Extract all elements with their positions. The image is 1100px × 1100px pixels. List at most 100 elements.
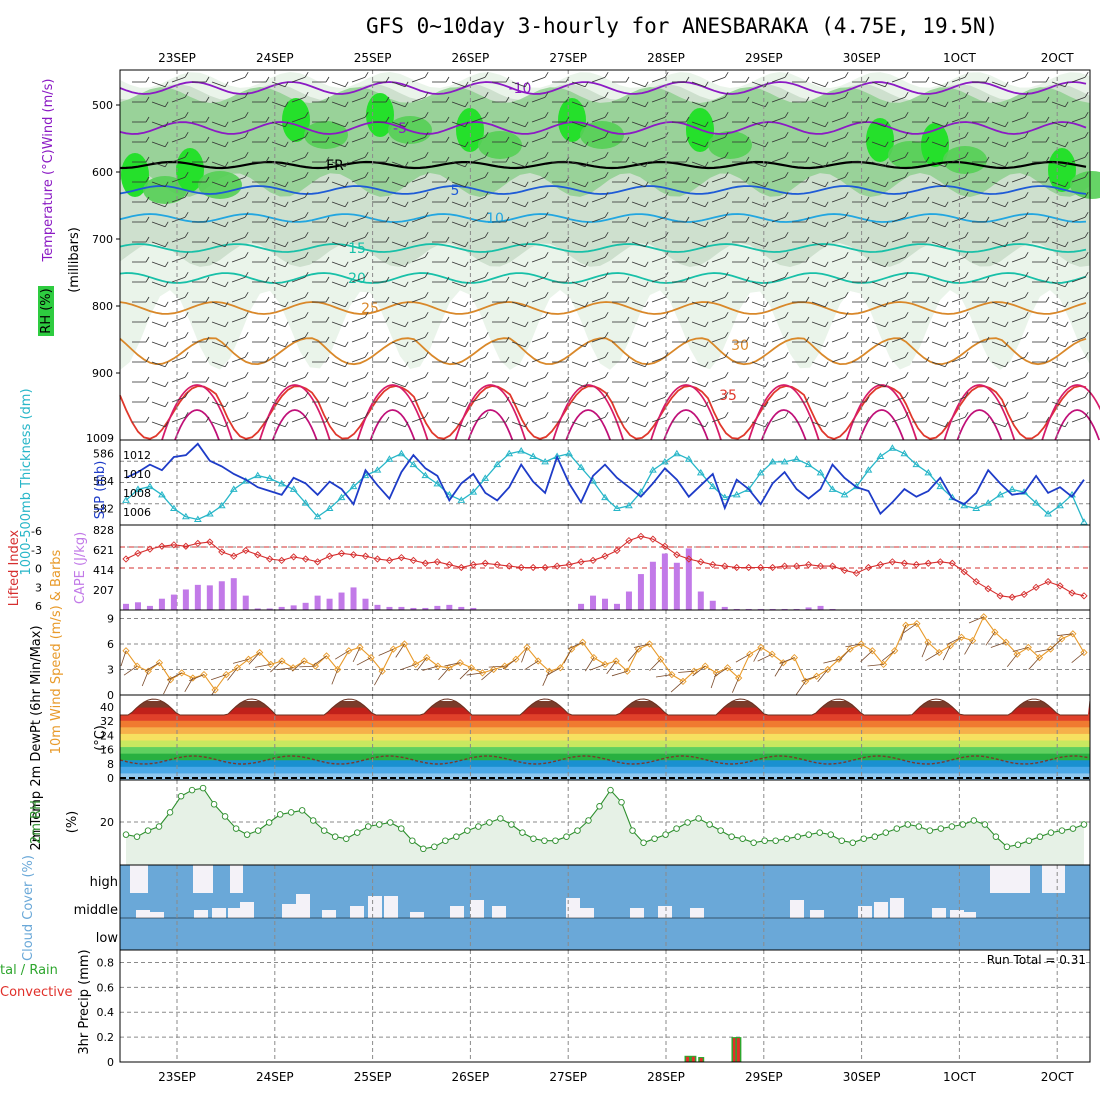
wind-barb — [171, 156, 186, 163]
wind-barb — [291, 276, 306, 283]
wind-barb-feather — [784, 292, 789, 298]
wind-barb-feather — [244, 392, 249, 398]
wind-barb — [531, 156, 546, 163]
wind-barb — [231, 296, 246, 303]
cape-bar — [769, 608, 776, 610]
wind-barb-feather — [685, 236, 690, 243]
wind-barb-feather — [1024, 412, 1029, 418]
wind10m-barb — [123, 665, 138, 676]
wind-barb-feather — [385, 316, 390, 323]
middle-cloud-bar — [228, 908, 242, 918]
wind-barb-feather — [985, 276, 990, 283]
wind-barb — [951, 216, 966, 223]
wind-barb-feather — [724, 392, 729, 398]
wind-barb-feather — [685, 176, 690, 183]
thickness-point — [277, 479, 286, 487]
middle-cloud-bar — [410, 912, 424, 918]
wind-barb-feather — [1084, 392, 1089, 398]
wind-barb — [811, 181, 826, 188]
wind-barb-feather — [745, 276, 750, 283]
wind-barb — [891, 236, 906, 243]
wind-barb — [531, 256, 546, 263]
wind-barb-feather — [1004, 401, 1009, 407]
wind-barb-feather — [265, 336, 270, 343]
wind-speed-point — [790, 653, 799, 662]
wind-barb-feather — [1004, 81, 1009, 87]
wind-barb-feather — [424, 132, 429, 138]
wind10m-barb — [903, 623, 918, 634]
wind-barb-feather — [464, 421, 469, 427]
wind-barb — [391, 401, 406, 408]
wind-barb — [1071, 216, 1086, 223]
wind-barb-feather — [524, 221, 529, 227]
wind-barb — [451, 321, 466, 328]
rh-point — [133, 833, 141, 840]
wind-barb-feather — [424, 332, 429, 338]
thickness-point — [972, 504, 981, 512]
wind-barb — [1051, 281, 1066, 288]
wind-barb — [931, 261, 946, 268]
wind-barb-feather — [904, 212, 909, 218]
wind10m-barb — [438, 667, 450, 681]
wind-barb — [651, 156, 666, 163]
wind-barb-feather — [304, 232, 309, 238]
wind-barb-feather — [505, 236, 510, 243]
wind-barb — [631, 221, 646, 228]
middle-cloud-bar — [296, 894, 310, 918]
wind-barb-feather — [364, 192, 369, 198]
cape-bar — [721, 606, 728, 610]
wind-speed-point — [445, 664, 453, 672]
wind-barb — [1071, 316, 1086, 323]
wind-barb-feather — [284, 261, 289, 267]
lifted-index-point — [218, 548, 226, 556]
wind-barb-feather — [524, 301, 529, 307]
thickness-point — [625, 501, 633, 509]
wind-barb — [751, 81, 766, 88]
wind-barb — [811, 261, 826, 268]
wind-speed-point — [200, 670, 208, 679]
wind-barb — [211, 361, 226, 368]
wind-barb-feather — [625, 276, 630, 283]
wind-barb — [631, 301, 646, 308]
wind-barb — [1071, 296, 1086, 303]
thickness-point — [217, 501, 226, 509]
wind-barb-feather — [625, 256, 630, 263]
wind-barb-feather — [424, 312, 429, 318]
wind-barb — [811, 421, 826, 428]
wind-barb-feather — [865, 376, 870, 383]
wind-barb — [151, 421, 166, 428]
wind-barb — [511, 381, 526, 388]
wind-barb-feather — [304, 392, 309, 398]
wind-barb-feather — [265, 276, 270, 283]
slp-tick-label: 1008 — [123, 487, 151, 500]
lifted-index-point — [888, 558, 897, 566]
wind-barb-feather — [884, 121, 889, 127]
wind-barb-feather — [904, 132, 909, 138]
wind-barb-feather — [964, 192, 969, 198]
lifted-index-line — [125, 535, 1085, 598]
wind-barb-feather — [344, 281, 349, 287]
wind-barb-feather — [604, 232, 609, 238]
wind-barb — [471, 236, 486, 243]
precip-convective-bar — [699, 1058, 703, 1062]
rh-point — [574, 827, 581, 834]
wind-barb — [511, 101, 526, 108]
wind-barb-feather — [265, 236, 270, 243]
wind-barb — [931, 221, 946, 228]
wind-barb — [651, 196, 666, 203]
lifted-index-point — [158, 542, 166, 550]
wind-barb — [891, 216, 906, 223]
wind-barb-feather — [1024, 112, 1029, 118]
date-label: 2OCT — [1041, 51, 1074, 65]
wind-barb-feather — [704, 201, 709, 207]
wind-barb — [1011, 96, 1026, 103]
wind-barb-feather — [784, 252, 789, 258]
wind-barb-feather — [145, 176, 150, 183]
date-label: 26SEP — [452, 1070, 490, 1084]
wind-barb-feather — [1045, 276, 1050, 283]
wind-barb-feather — [844, 332, 849, 338]
lifted-index-point — [421, 559, 430, 567]
wind10m-barb — [627, 648, 639, 662]
wind-barb — [391, 321, 406, 328]
